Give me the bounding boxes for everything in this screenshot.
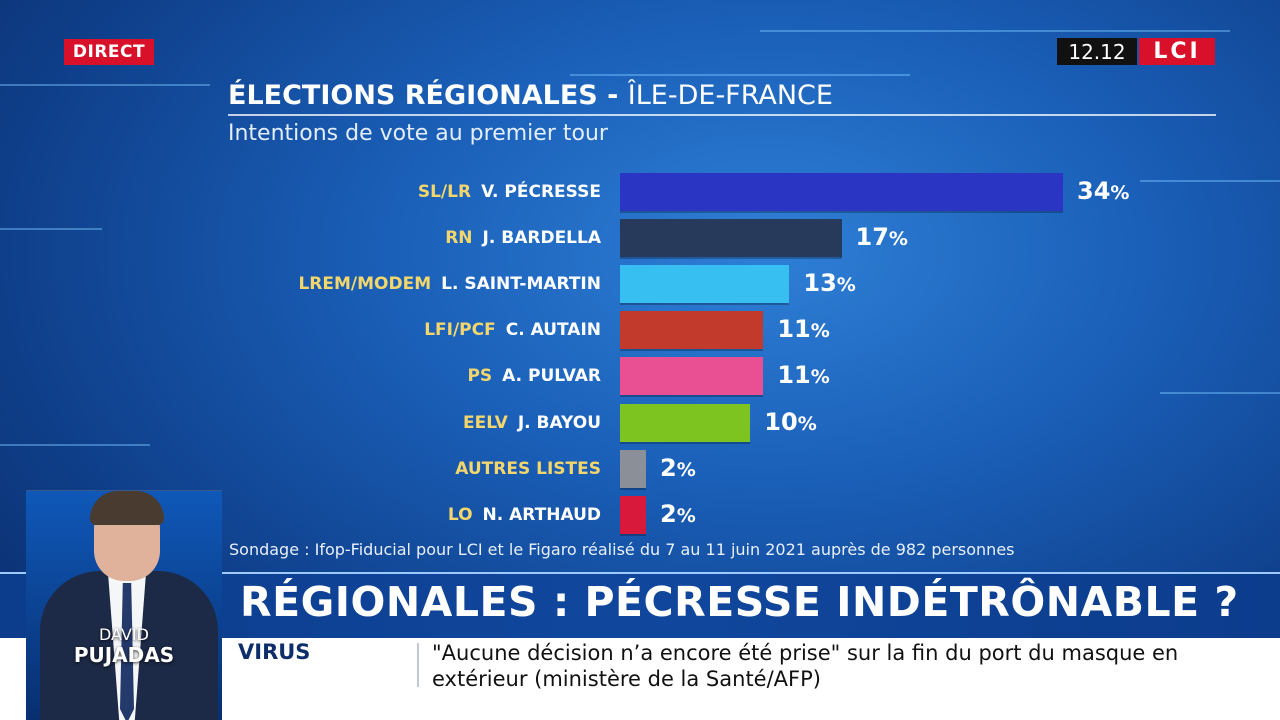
bar <box>620 265 790 304</box>
party-label: PS <box>467 366 493 387</box>
value-number: 11 <box>777 315 811 344</box>
bar <box>620 357 764 396</box>
bar <box>620 219 842 258</box>
party-label: EELV <box>462 412 508 433</box>
value-label: 2% <box>660 500 696 528</box>
value-unit: % <box>836 274 856 297</box>
bar <box>620 311 764 350</box>
ticker-divider <box>417 643 419 687</box>
chart-subtitle: Intentions de vote au premier tour <box>228 121 608 146</box>
presenter-last-name: PUJADAS <box>73 643 175 667</box>
presenter-first-name: DAVID <box>99 625 149 644</box>
row-label: LREM/MODEM L. SAINT-MARTIN <box>298 269 601 299</box>
party-label: AUTRES LISTES <box>455 458 601 479</box>
headline: RÉGIONALES : PÉCRESSE INDÉTRÔNABLE ? <box>240 578 1239 626</box>
candidate-label: L. SAINT-MARTIN <box>441 274 601 295</box>
value-unit: % <box>797 412 817 435</box>
candidate-label: V. PÉCRESSE <box>481 182 601 202</box>
row-label: PS A. PULVAR <box>467 361 601 391</box>
value-label: 2% <box>660 454 696 482</box>
value-unit: % <box>810 366 830 389</box>
value-unit: % <box>676 458 696 481</box>
value-label: 11% <box>777 315 829 343</box>
row-label: LFI/PCF C. AUTAIN <box>424 315 601 345</box>
value-unit: % <box>888 228 908 251</box>
row-label: EELV J. BAYOU <box>463 408 601 438</box>
value-unit: % <box>810 320 830 343</box>
presenter-name: DAVID PUJADAS <box>26 625 222 665</box>
chart-title: ÉLECTIONS RÉGIONALES - ÎLE-DE-FRANCE <box>228 80 833 111</box>
bar <box>620 449 647 488</box>
candidate-label: C. AUTAIN <box>505 320 601 341</box>
live-badge: DIRECT <box>64 39 154 65</box>
value-number: 10 <box>764 407 798 436</box>
clock: 12.12 <box>1057 38 1137 65</box>
bar <box>620 173 1063 211</box>
chart-title-region: ÎLE-DE-FRANCE <box>627 80 833 111</box>
value-label: 17% <box>856 223 908 251</box>
candidate-label: N. ARTHAUD <box>482 504 601 525</box>
value-number: 2 <box>660 499 677 528</box>
title-divider <box>228 114 1216 116</box>
value-number: 17 <box>855 223 889 252</box>
candidate-label: J. BAYOU <box>517 412 601 433</box>
bar <box>620 403 751 442</box>
row-label: AUTRES LISTES <box>455 454 601 484</box>
row-label: LO N. ARTHAUD <box>448 500 601 530</box>
channel-logo: LCI <box>1139 38 1215 65</box>
party-label: SL/LR <box>417 182 472 202</box>
party-label: LFI/PCF <box>424 320 496 341</box>
bar-chart: SL/LR V. PÉCRESSE 34% RN J. BARDELLA 17% LREM/… <box>298 173 1129 534</box>
value-unit: % <box>1110 182 1130 204</box>
chart-title-main: ÉLECTIONS RÉGIONALES <box>228 80 598 111</box>
value-number: 11 <box>777 361 811 390</box>
value-number: 13 <box>803 269 837 298</box>
row-label: RN J. BARDELLA <box>445 223 601 253</box>
party-label: LO <box>447 504 473 525</box>
party-label: RN <box>445 228 473 249</box>
ticker-tag: VIRUS <box>238 640 311 664</box>
presenter-tie <box>120 583 134 720</box>
value-label: 34% <box>1077 177 1129 205</box>
value-label: 13% <box>803 269 855 297</box>
bar <box>620 495 647 534</box>
value-number: 34 <box>1077 177 1111 205</box>
presenter-hair <box>90 491 164 525</box>
value-label: 11% <box>777 361 829 389</box>
ticker-text: "Aucune décision n’a encore été prise" s… <box>432 641 1179 691</box>
presenter-inset: DAVID PUJADAS <box>26 490 222 720</box>
chart-title-separator: - <box>607 80 619 111</box>
candidate-label: A. PULVAR <box>502 366 601 387</box>
poll-source: Sondage : Ifop-Fiducial pour LCI et le F… <box>229 540 1015 559</box>
value-number: 2 <box>660 453 677 482</box>
candidate-label: J. BARDELLA <box>482 228 601 249</box>
value-unit: % <box>676 504 696 527</box>
row-label: SL/LR V. PÉCRESSE <box>418 177 601 207</box>
value-label: 10% <box>764 408 816 436</box>
party-label: LREM/MODEM <box>298 274 432 295</box>
